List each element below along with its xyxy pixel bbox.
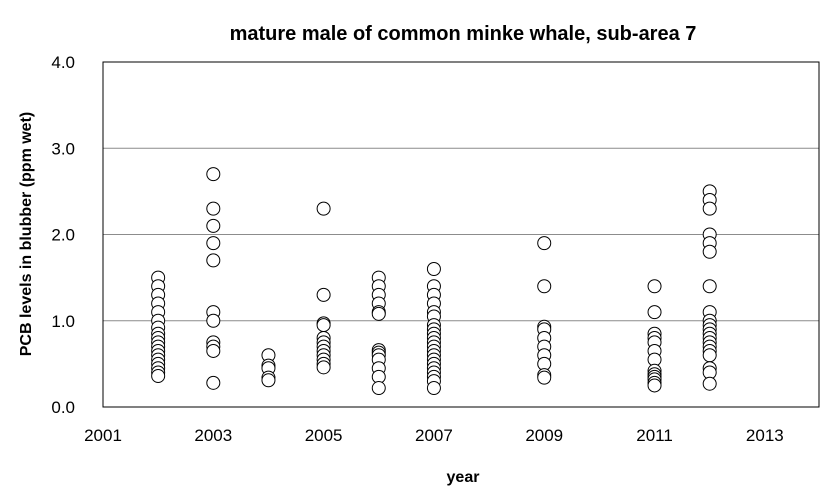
data-point <box>371 381 386 396</box>
data-point <box>206 167 221 182</box>
x-tick-label: 2013 <box>746 426 784 445</box>
data-point <box>702 201 717 216</box>
x-tick-label: 2005 <box>305 426 343 445</box>
y-axis-title: PCB levels in blubber (ppm wet) <box>18 112 35 356</box>
x-tick-label: 2003 <box>194 426 232 445</box>
data-point <box>702 279 717 294</box>
data-point <box>261 373 276 388</box>
data-point <box>537 236 552 251</box>
y-tick-label: 2.0 <box>51 226 75 245</box>
x-tick-label: 2001 <box>84 426 122 445</box>
data-point <box>316 201 331 216</box>
data-point <box>206 343 221 358</box>
data-point <box>206 201 221 216</box>
data-point <box>426 381 441 396</box>
data-point <box>316 360 331 375</box>
data-point <box>151 368 166 383</box>
data-point <box>206 218 221 233</box>
data-point <box>316 287 331 302</box>
data-point <box>702 376 717 391</box>
data-point <box>537 370 552 385</box>
x-tick-label: 2011 <box>636 426 673 445</box>
data-points <box>151 167 717 396</box>
y-tick-label: 3.0 <box>51 139 75 158</box>
data-point <box>702 244 717 259</box>
x-tick-label: 2007 <box>415 426 453 445</box>
plot-area-frame <box>102 61 820 408</box>
data-point <box>647 279 662 294</box>
data-point <box>647 378 662 393</box>
y-axis-ticks: 0.0 1.0 2.0 3.0 4.0 <box>51 53 75 417</box>
x-axis-title: year <box>447 469 480 486</box>
data-point <box>647 305 662 320</box>
gridlines <box>103 147 819 322</box>
data-point <box>206 253 221 268</box>
y-tick-label: 4.0 <box>51 53 75 72</box>
data-point <box>316 318 331 333</box>
x-axis-ticks: 2001 2003 2005 2007 2009 2011 2013 <box>84 426 784 445</box>
data-point <box>206 375 221 390</box>
data-point <box>702 348 717 363</box>
chart-title: mature male of common minke whale, sub-a… <box>230 23 697 45</box>
data-point <box>537 279 552 294</box>
y-tick-label: 0.0 <box>51 398 75 417</box>
y-tick-label: 1.0 <box>51 312 75 331</box>
data-point <box>206 236 221 251</box>
data-point <box>206 313 221 328</box>
data-point <box>371 306 386 321</box>
x-tick-label: 2009 <box>525 426 563 445</box>
data-point <box>426 262 441 276</box>
